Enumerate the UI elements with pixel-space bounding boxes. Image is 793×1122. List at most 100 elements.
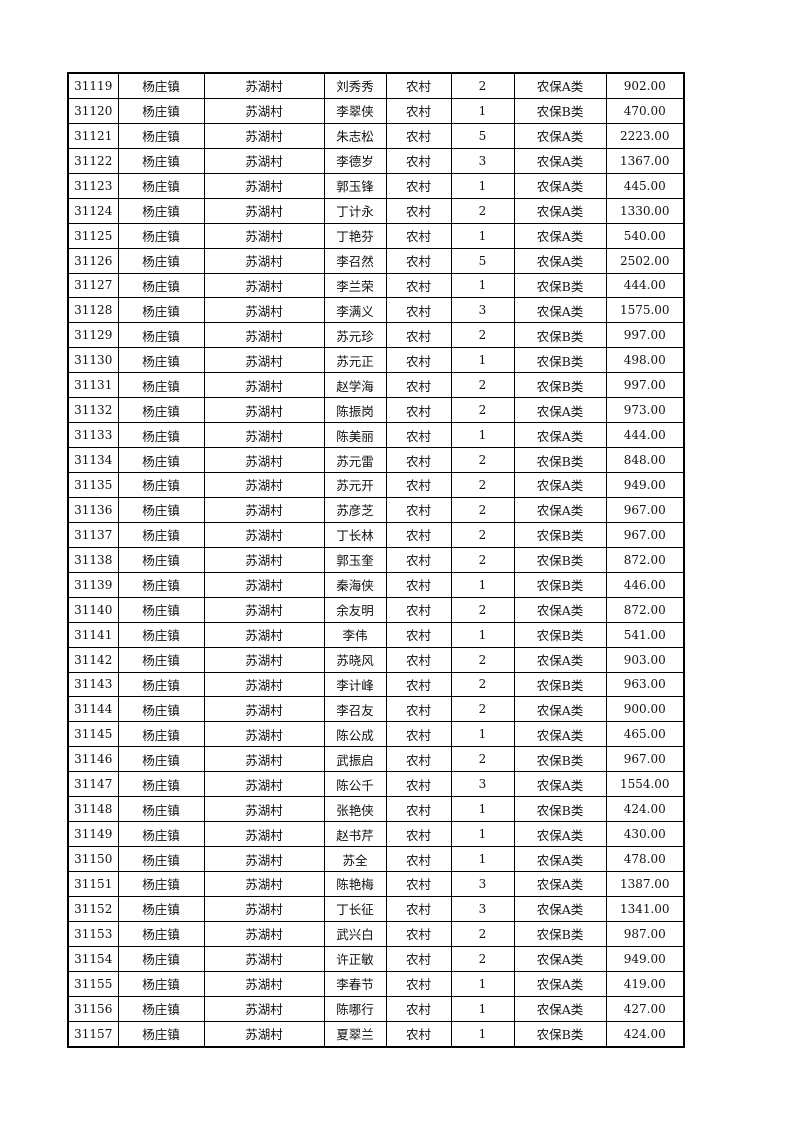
name-cell: 陈公成 [323,721,387,748]
count-cell: 2 [450,521,515,548]
town-cell: 杨庄镇 [117,222,205,249]
count-cell: 3 [450,297,515,324]
category-cell: 农保A类 [513,172,607,199]
table-row: 31147 杨庄镇 苏湖村 陈公千 农村 3 农保A类 1554.00 [67,771,685,798]
table-row: 31133 杨庄镇 苏湖村 陈美丽 农村 1 农保A类 444.00 [67,422,685,449]
count-cell: 2 [450,472,515,498]
town-cell: 杨庄镇 [117,72,205,99]
town-cell: 杨庄镇 [117,746,205,773]
table-row: 31125 杨庄镇 苏湖村 丁艳芬 农村 1 农保A类 540.00 [67,222,685,249]
village-cell: 苏湖村 [203,197,325,224]
table-row: 31124 杨庄镇 苏湖村 丁计永 农村 2 农保A类 1330.00 [67,197,685,224]
town-cell: 杨庄镇 [117,696,205,723]
type-cell: 农村 [385,696,452,723]
type-cell: 农村 [385,796,452,823]
count-cell: 1 [450,846,515,872]
name-cell: 赵书芹 [323,821,387,848]
name-cell: 武振启 [323,746,387,773]
village-cell: 苏湖村 [203,995,325,1022]
name-cell: 陈振岗 [323,397,387,424]
count-cell: 2 [450,72,515,99]
name-cell: 李召然 [323,247,387,274]
category-cell: 农保B类 [513,272,607,299]
name-cell: 夏翠兰 [323,1020,387,1048]
table-row: 31153 杨庄镇 苏湖村 武兴白 农村 2 农保B类 987.00 [67,920,685,947]
type-cell: 农村 [385,970,452,997]
type-cell: 农村 [385,272,452,299]
village-cell: 苏湖村 [203,746,325,773]
town-cell: 杨庄镇 [117,347,205,374]
type-cell: 农村 [385,172,452,199]
amount-cell: 470.00 [605,97,685,124]
amount-cell: 445.00 [605,172,685,199]
amount-cell: 900.00 [605,696,685,723]
count-cell: 2 [450,696,515,723]
type-cell: 农村 [385,122,452,149]
category-cell: 农保B类 [513,347,607,374]
type-cell: 农村 [385,721,452,748]
village-cell: 苏湖村 [203,472,325,498]
count-cell: 5 [450,122,515,149]
id-cell: 31145 [67,721,119,748]
town-cell: 杨庄镇 [117,122,205,149]
category-cell: 农保B类 [513,1020,607,1048]
table-row: 31134 杨庄镇 苏湖村 苏元雷 农村 2 农保B类 848.00 [67,447,685,473]
category-cell: 农保B类 [513,671,607,698]
town-cell: 杨庄镇 [117,397,205,424]
count-cell: 1 [450,995,515,1022]
category-cell: 农保A类 [513,122,607,149]
type-cell: 农村 [385,945,452,972]
type-cell: 农村 [385,646,452,673]
table-row: 31128 杨庄镇 苏湖村 李满义 农村 3 农保A类 1575.00 [67,297,685,324]
amount-cell: 424.00 [605,1020,685,1048]
id-cell: 31129 [67,322,119,349]
type-cell: 农村 [385,247,452,274]
table-row: 31119 杨庄镇 苏湖村 刘秀秀 农村 2 农保A类 902.00 [67,72,685,99]
amount-cell: 949.00 [605,472,685,498]
table-row: 31140 杨庄镇 苏湖村 余友明 农村 2 农保A类 872.00 [67,596,685,623]
village-cell: 苏湖村 [203,846,325,872]
name-cell: 余友明 [323,596,387,623]
id-cell: 31123 [67,172,119,199]
amount-cell: 2223.00 [605,122,685,149]
id-cell: 31148 [67,796,119,823]
category-cell: 农保B类 [513,447,607,473]
id-cell: 31122 [67,147,119,174]
village-cell: 苏湖村 [203,372,325,399]
category-cell: 农保A类 [513,646,607,673]
id-cell: 31152 [67,895,119,922]
count-cell: 3 [450,871,515,897]
amount-cell: 967.00 [605,521,685,548]
town-cell: 杨庄镇 [117,671,205,698]
name-cell: 刘秀秀 [323,72,387,99]
count-cell: 2 [450,596,515,623]
table-row: 31156 杨庄镇 苏湖村 陈哪行 农村 1 农保A类 427.00 [67,995,685,1022]
village-cell: 苏湖村 [203,97,325,124]
count-cell: 5 [450,247,515,274]
village-cell: 苏湖村 [203,297,325,324]
town-cell: 杨庄镇 [117,372,205,399]
type-cell: 农村 [385,472,452,498]
table-row: 31141 杨庄镇 苏湖村 李伟 农村 1 农保B类 541.00 [67,621,685,648]
type-cell: 农村 [385,1020,452,1048]
table-row: 31154 杨庄镇 苏湖村 许正敏 农村 2 农保A类 949.00 [67,945,685,972]
id-cell: 31151 [67,871,119,897]
category-cell: 农保A类 [513,72,607,99]
id-cell: 31135 [67,472,119,498]
town-cell: 杨庄镇 [117,197,205,224]
type-cell: 农村 [385,821,452,848]
table-row: 31135 杨庄镇 苏湖村 苏元开 农村 2 农保A类 949.00 [67,472,685,498]
id-cell: 31124 [67,197,119,224]
count-cell: 1 [450,222,515,249]
amount-cell: 430.00 [605,821,685,848]
name-cell: 陈美丽 [323,422,387,449]
id-cell: 31137 [67,521,119,548]
id-cell: 31136 [67,496,119,523]
type-cell: 农村 [385,846,452,872]
town-cell: 杨庄镇 [117,970,205,997]
id-cell: 31128 [67,297,119,324]
name-cell: 李兰荣 [323,272,387,299]
table-row: 31129 杨庄镇 苏湖村 苏元珍 农村 2 农保B类 997.00 [67,322,685,349]
name-cell: 赵学海 [323,372,387,399]
village-cell: 苏湖村 [203,596,325,623]
